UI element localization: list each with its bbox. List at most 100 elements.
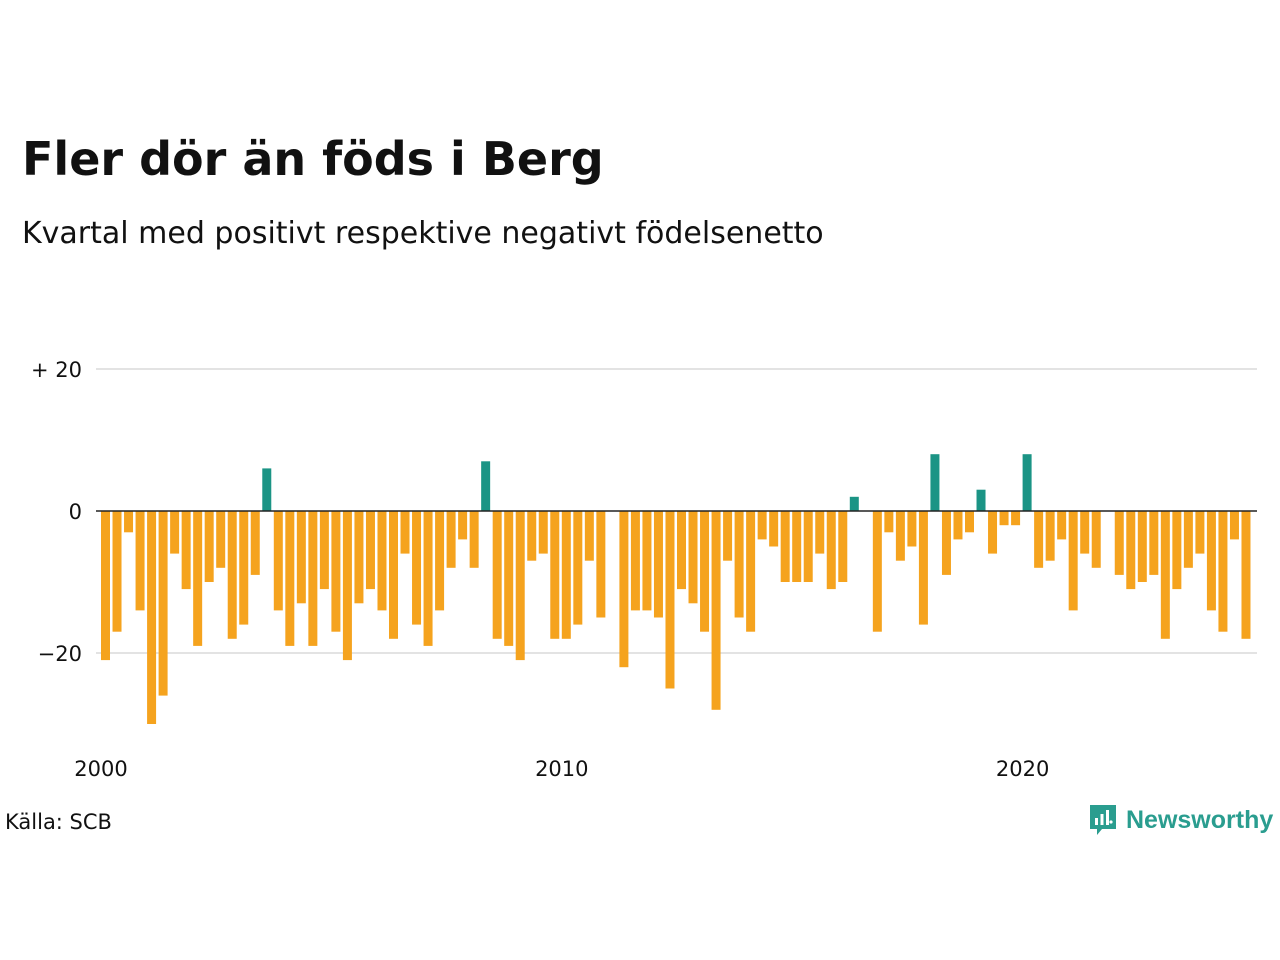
bar <box>630 511 640 611</box>
bar <box>492 511 502 639</box>
bar <box>1126 511 1136 590</box>
bar <box>1068 511 1078 611</box>
bar <box>700 511 710 632</box>
bar <box>239 511 249 625</box>
bar <box>665 511 675 689</box>
bar <box>435 511 445 611</box>
bar <box>181 511 191 590</box>
bar <box>976 489 986 511</box>
bar <box>1045 511 1055 561</box>
bar <box>1011 511 1021 526</box>
bar <box>515 511 525 661</box>
bar <box>170 511 180 554</box>
bar <box>1091 511 1101 568</box>
bar <box>803 511 813 582</box>
bar <box>193 511 203 646</box>
bar <box>1218 511 1228 632</box>
bars <box>101 454 1251 724</box>
bar <box>1241 511 1251 639</box>
bar <box>999 511 1009 526</box>
bar <box>1114 511 1124 575</box>
bar <box>377 511 387 611</box>
bar <box>101 511 110 661</box>
bar <box>653 511 663 618</box>
bar <box>965 511 974 533</box>
bar <box>319 511 329 590</box>
bar <box>112 511 122 632</box>
bar <box>677 511 686 590</box>
bar <box>1057 511 1067 540</box>
y-tick-label: + 20 <box>31 358 82 382</box>
bar <box>596 511 606 618</box>
bar <box>711 511 721 710</box>
y-tick-label: −20 <box>38 642 82 666</box>
bar <box>1229 511 1239 540</box>
bar <box>792 511 802 582</box>
bar <box>216 511 226 568</box>
bar <box>469 511 479 568</box>
bar <box>342 511 352 661</box>
bar <box>527 511 537 561</box>
bar <box>124 511 134 533</box>
bar <box>619 511 629 668</box>
bar <box>930 454 940 511</box>
bar <box>158 511 168 696</box>
bar <box>504 511 514 646</box>
bar <box>884 511 894 533</box>
bar <box>262 468 272 511</box>
bar <box>918 511 928 625</box>
bar <box>573 511 583 625</box>
x-tick-label: 2000 <box>74 757 127 781</box>
bar <box>481 461 491 511</box>
bar <box>688 511 698 604</box>
bar <box>941 511 951 575</box>
bar <box>446 511 456 568</box>
bar <box>895 511 905 561</box>
bar <box>1206 511 1216 611</box>
bar <box>1080 511 1090 554</box>
bar <box>1137 511 1147 582</box>
bar <box>354 511 364 604</box>
bar <box>1022 454 1032 511</box>
source-note: Källa: SCB <box>5 810 112 834</box>
bar <box>550 511 560 639</box>
bar <box>412 511 422 625</box>
axis-labels: + 20 0 −20 2000 2010 2020 <box>31 358 1049 781</box>
bar <box>723 511 733 561</box>
bar <box>458 511 468 540</box>
bar <box>285 511 295 646</box>
bar <box>642 511 652 611</box>
brand-logo[interactable]: Newsworthy <box>1088 803 1273 837</box>
brand-name: Newsworthy <box>1126 805 1274 834</box>
bar <box>780 511 790 582</box>
bar <box>907 511 917 547</box>
bar <box>561 511 571 639</box>
bar <box>1160 511 1170 639</box>
bar <box>135 511 145 611</box>
bar <box>273 511 283 611</box>
bar <box>227 511 237 639</box>
bar <box>815 511 825 554</box>
bar <box>308 511 318 646</box>
bar <box>365 511 375 590</box>
bar <box>1183 511 1193 568</box>
bar <box>769 511 779 547</box>
bar <box>296 511 306 604</box>
bar <box>1172 511 1182 590</box>
bar <box>204 511 214 582</box>
bar <box>250 511 260 575</box>
bar <box>838 511 848 582</box>
bar <box>389 511 398 639</box>
bar <box>400 511 410 554</box>
x-tick-label: 2010 <box>535 757 588 781</box>
newsworthy-logo-icon <box>1090 805 1116 835</box>
bar <box>1149 511 1159 575</box>
bar <box>1195 511 1205 554</box>
bar <box>872 511 882 632</box>
bar <box>988 511 998 554</box>
x-tick-label: 2020 <box>996 757 1049 781</box>
chart-title: Fler dör än föds i Berg <box>22 132 604 186</box>
bar <box>538 511 548 554</box>
bar <box>757 511 767 540</box>
